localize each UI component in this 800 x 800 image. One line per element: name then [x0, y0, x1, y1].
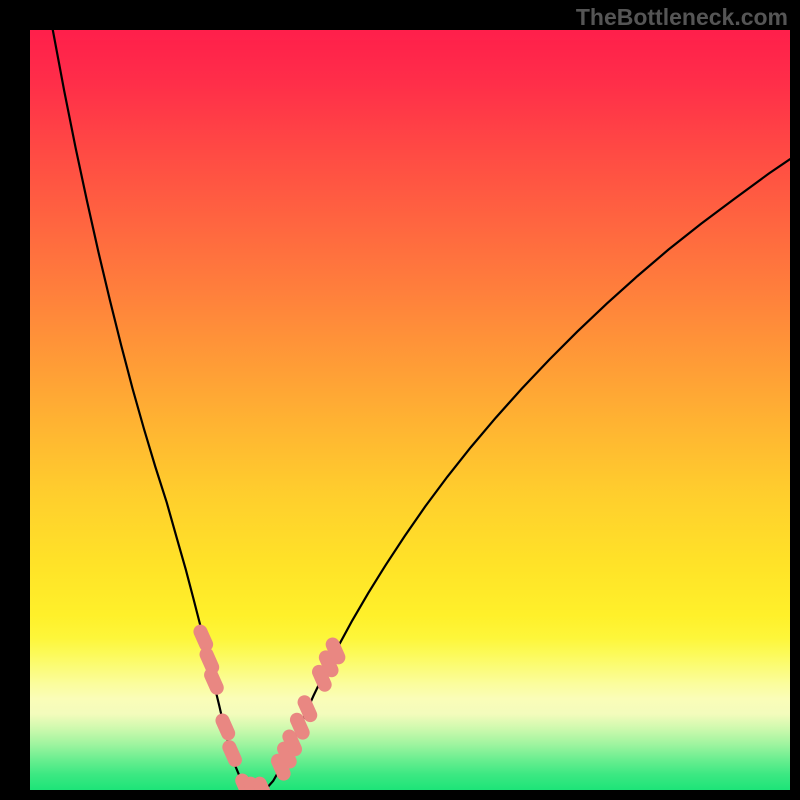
- watermark-label: TheBottleneck.com: [576, 4, 788, 31]
- plot-svg: [30, 30, 790, 790]
- chart-container: TheBottleneck.com: [0, 0, 800, 800]
- plot-area: [30, 30, 790, 790]
- gradient-background: [30, 30, 790, 790]
